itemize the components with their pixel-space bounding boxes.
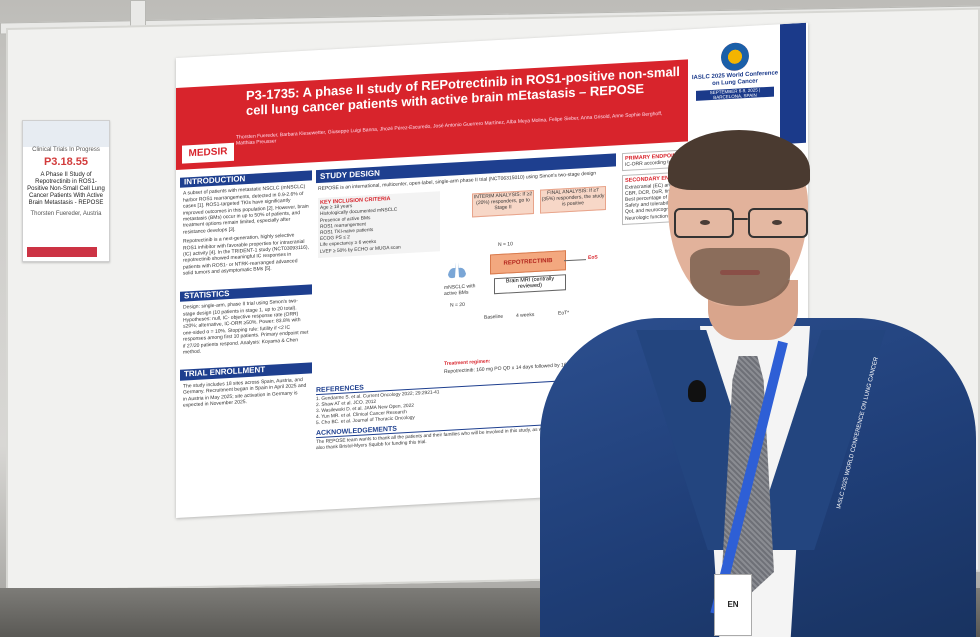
notice-track: Clinical Trials In Progress bbox=[32, 147, 100, 153]
patients-label: mNSCLC with active BMs bbox=[444, 283, 476, 298]
notice-footer-bar bbox=[27, 247, 97, 257]
conference-dates: SEPTEMBER 6-9, 2025 | BARCELONA, SPAIN bbox=[696, 86, 774, 101]
key-inclusion-box: KEY INCLUSION CRITERIA Age ≥ 18 years Hi… bbox=[318, 191, 440, 258]
n10-label: N = 10 bbox=[498, 241, 513, 248]
interim-analysis-box: INTERIM ANALYSIS: If ≥2 (20%) responders… bbox=[472, 189, 534, 218]
study-flow-diagram: INTERIM ANALYSIS: If ≥2 (20%) responders… bbox=[444, 182, 614, 375]
presenter-person: IASLC 2025 WORLD CONFERENCE ON LUNG CANC… bbox=[540, 130, 980, 637]
poster-title: P3-1735: A phase II study of REPotrectin… bbox=[246, 63, 680, 119]
conference-emblem-icon bbox=[721, 41, 749, 72]
session-notice-card: Clinical Trials In Progress P3.18.55 A P… bbox=[22, 120, 110, 262]
trial-enrollment-text: The study includes 18 sites across Spain… bbox=[183, 376, 307, 409]
notice-header bbox=[23, 121, 109, 147]
notice-code: P3.18.55 bbox=[43, 156, 89, 168]
study-design-section: STUDY DESIGN REPOSE is an international,… bbox=[316, 153, 616, 420]
hair bbox=[668, 130, 810, 190]
introduction-text-2: Repotrectinib is a next-generation, high… bbox=[183, 232, 309, 277]
lungs-icon bbox=[448, 262, 466, 279]
lapel-microphone-icon bbox=[688, 380, 706, 402]
conference-logo: IASLC 2025 World Conference on Lung Canc… bbox=[690, 34, 780, 140]
baseline-label: Baseline bbox=[484, 313, 504, 321]
statistics-text: Design: single-arm, phase II trial using… bbox=[183, 298, 309, 356]
beard bbox=[690, 248, 790, 306]
introduction-text-1: A subset of patients with metastatic NSC… bbox=[183, 184, 309, 236]
notice-presenter: Thorsten Fuereder, Austria bbox=[30, 211, 102, 217]
name-badge: EN bbox=[714, 574, 752, 636]
sponsor-strip bbox=[780, 22, 806, 145]
notice-title: A Phase II Study of Repotrectinib in ROS… bbox=[27, 172, 105, 206]
right-eye bbox=[772, 220, 782, 225]
n20-label: N = 20 bbox=[450, 301, 465, 309]
research-poster: P3-1735: A phase II study of REPotrectin… bbox=[176, 22, 808, 519]
left-column: INTRODUCTION A subset of patients with m… bbox=[180, 170, 312, 412]
mouth bbox=[720, 270, 760, 275]
left-eye bbox=[700, 220, 710, 225]
medsir-logo: MEDSIR bbox=[182, 142, 234, 164]
eyeglasses-icon bbox=[674, 208, 810, 238]
